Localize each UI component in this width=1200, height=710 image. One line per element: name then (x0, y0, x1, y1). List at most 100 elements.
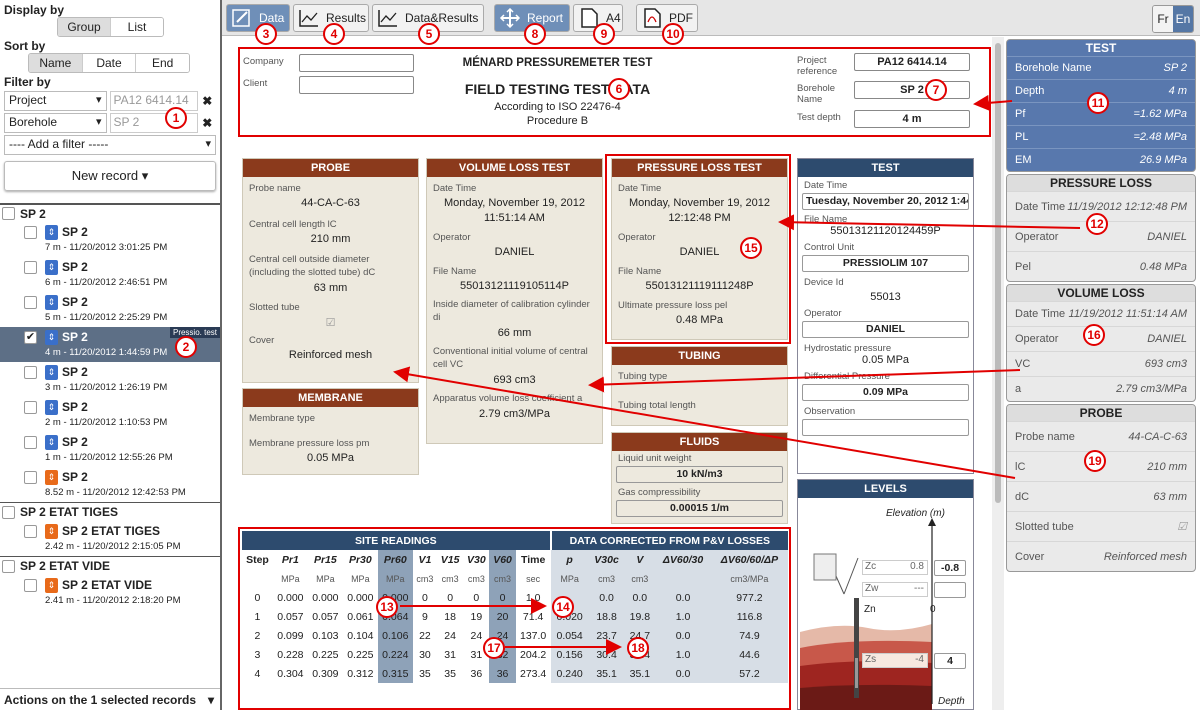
checkbox[interactable] (24, 436, 37, 449)
field-label: Observation (804, 406, 856, 417)
sort-end-button[interactable]: End (136, 54, 189, 72)
table-cell: 35.1 (588, 664, 625, 683)
card-title: PRESSURE LOSS (1007, 175, 1195, 191)
probe-card[interactable]: PROBE Probe name 44-CA-C-63 lC 210 mm dC 63 m… (1006, 404, 1196, 572)
column-header: p (550, 550, 589, 569)
test-summary-card[interactable]: TEST Borehole Name SP 2 Depth 4 m Pf =1.62 MP… (1006, 39, 1196, 172)
record-item[interactable]: ⇕ SP 2 ETAT TIGES 2.42 m - 11/20/2012 2:15… (0, 521, 220, 556)
zs-input[interactable]: 4 (934, 653, 966, 669)
unit-cell (242, 569, 273, 588)
observation-field[interactable] (802, 419, 969, 436)
field-label: Liquid unit weight (618, 453, 692, 464)
summary-value: DANIEL (1147, 333, 1187, 345)
date-value: Monday, November 19, 2012 (628, 197, 771, 209)
results-button[interactable]: Results (293, 4, 369, 32)
test-depth-value[interactable]: 4 m (854, 110, 970, 128)
document-scrollbar[interactable] (992, 37, 1004, 710)
unit-cell: sec (526, 573, 541, 584)
sort-by-label: Sort by (4, 39, 46, 53)
summary-row: Date Time 11/19/2012 11:51:14 AM (1007, 301, 1195, 326)
file-name-value: 55013121119105114P (460, 280, 569, 292)
table-cell: 0.054 (550, 626, 589, 645)
data-results-button[interactable]: Data&Results (372, 4, 484, 32)
toolbar: Data Results Data&Results Report A4 PDF … (222, 0, 1200, 36)
display-list-button[interactable]: List (111, 18, 163, 36)
display-group-button[interactable]: Group (58, 18, 111, 36)
summary-row: Borehole Name SP 2 (1007, 56, 1195, 79)
zc-input[interactable]: -0.8 (934, 560, 966, 576)
lang-fr-button[interactable]: Fr (1153, 6, 1173, 32)
control-unit-field[interactable]: PRESSIOLIM 107 (802, 255, 969, 272)
field-label: Tubing total length (618, 400, 696, 411)
unit-weight-field[interactable]: 10 kN/m3 (616, 466, 783, 483)
remove-filter-icon[interactable]: ✖ (202, 94, 213, 108)
new-record-button[interactable]: New record ▾ (4, 161, 216, 191)
scrollbar-thumb[interactable] (995, 43, 1001, 503)
summary-label: PL (1015, 131, 1029, 143)
table-cell: 0.0 (655, 664, 711, 683)
column-header: ΔV60/30 (655, 550, 711, 569)
group-header[interactable]: SP 2 (0, 205, 220, 222)
differential-pressure-field[interactable]: 0.09 MPa (802, 384, 969, 401)
panel-title: VOLUME LOSS TEST (427, 159, 602, 177)
summary-label: Operator (1015, 333, 1059, 345)
checkbox[interactable] (24, 401, 37, 414)
remove-filter-icon[interactable]: ✖ (202, 116, 213, 130)
checkbox[interactable] (24, 366, 37, 379)
borehole-value[interactable]: SP 2 (854, 81, 970, 99)
group-header[interactable]: SP 2 ETAT VIDE (0, 556, 220, 575)
table-cell: 19.8 (624, 607, 656, 626)
summary-value: 44-CA-C-63 (1128, 430, 1187, 443)
checkbox[interactable] (24, 471, 37, 484)
summary-label: Pel (1015, 260, 1031, 273)
field-label: Inside diameter of calibration cylinder … (433, 299, 590, 323)
date-value: Monday, November 19, 2012 (443, 197, 586, 209)
procedure-text: Procedure B (526, 115, 589, 127)
field-label: Date Time (804, 180, 848, 191)
zw-input[interactable] (934, 582, 966, 598)
filter-value-input[interactable]: PA12 6414.14 (109, 91, 199, 111)
project-reference-value[interactable]: PA12 6414.14 (854, 53, 970, 71)
checkbox[interactable] (2, 559, 15, 573)
table-cell: 1.0 (655, 607, 711, 626)
summary-value: 210 mm (1147, 460, 1187, 473)
checkbox[interactable] (2, 505, 15, 519)
test-date-field[interactable]: Tuesday, November 20, 2012 1:44: (802, 193, 969, 210)
compressibility-field[interactable]: 0.00015 1/m (616, 500, 783, 517)
filter-field-select[interactable]: Borehole (4, 113, 107, 133)
zs-row: Zs -4 (862, 653, 928, 668)
checkbox[interactable] (24, 226, 37, 239)
summary-row: PL =2.48 MPa (1007, 125, 1195, 148)
table-row: 0 0.000 0.000 0.000 0.000 0 0 0 0 1.0 0.0 0.0 0.0 977… (242, 588, 788, 607)
zw-row: Zw --- (862, 582, 928, 597)
checkbox[interactable] (24, 579, 37, 592)
bulk-actions-select[interactable]: Actions on the 1 selected records ▾ (0, 688, 220, 710)
filter-field-select[interactable]: Project (4, 91, 107, 111)
lang-en-button[interactable]: En (1173, 6, 1193, 32)
checkbox[interactable] (24, 296, 37, 309)
report-title: MÉNARD PRESSUREMETER TEST (462, 57, 653, 69)
client-field[interactable] (299, 76, 414, 94)
panel-title: LEVELS (798, 480, 973, 498)
checkbox[interactable] (24, 261, 37, 274)
group-header[interactable]: SP 2 ETAT TIGES (0, 502, 220, 521)
record-item[interactable]: ⇕ SP 2 8.52 m - 11/20/2012 12:42:53 PM (0, 467, 220, 502)
operator-field[interactable]: DANIEL (802, 321, 969, 338)
checkbox-checked[interactable]: ✔ (24, 331, 37, 344)
sort-name-button[interactable]: Name (29, 54, 83, 72)
add-filter-select[interactable]: ---- Add a filter ----- (4, 135, 216, 155)
checkbox[interactable] (2, 207, 15, 220)
filter-value-input[interactable]: SP 2 (109, 113, 199, 133)
sort-date-button[interactable]: Date (82, 54, 137, 72)
company-field[interactable] (299, 54, 414, 72)
record-item[interactable]: ⇕ SP 2 ETAT VIDE 2.41 m - 11/20/2012 2:18:… (0, 575, 220, 610)
field-label: Probe name (249, 183, 301, 194)
checkbox[interactable] (24, 525, 37, 538)
field-label: Date Time (618, 183, 662, 194)
